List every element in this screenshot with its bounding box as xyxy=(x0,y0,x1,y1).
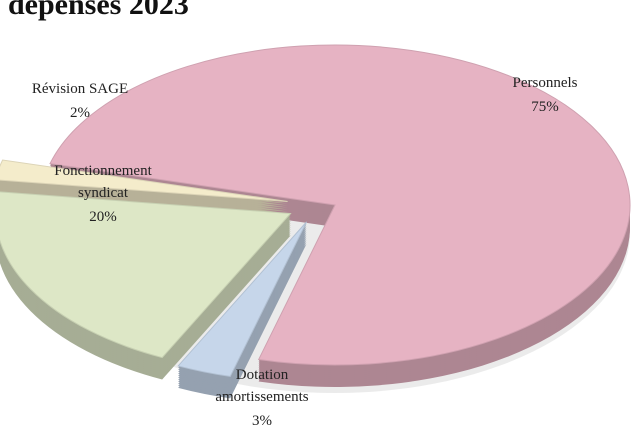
chart-title: dépenses 2023 xyxy=(8,0,189,21)
slice xyxy=(0,159,288,202)
category-label: Personnels xyxy=(512,75,578,91)
category-label: Fonctionnement syndicat xyxy=(54,163,152,201)
value-label: 75% xyxy=(531,99,559,115)
value-label: 3% xyxy=(252,413,272,429)
value-label: 2% xyxy=(70,105,90,121)
slice xyxy=(49,44,631,366)
slice xyxy=(0,191,292,359)
category-label: Révision SAGE xyxy=(31,81,129,97)
slice xyxy=(177,221,307,377)
value-label: 20% xyxy=(89,209,117,225)
category-label: Dotation amortissements xyxy=(215,367,309,405)
